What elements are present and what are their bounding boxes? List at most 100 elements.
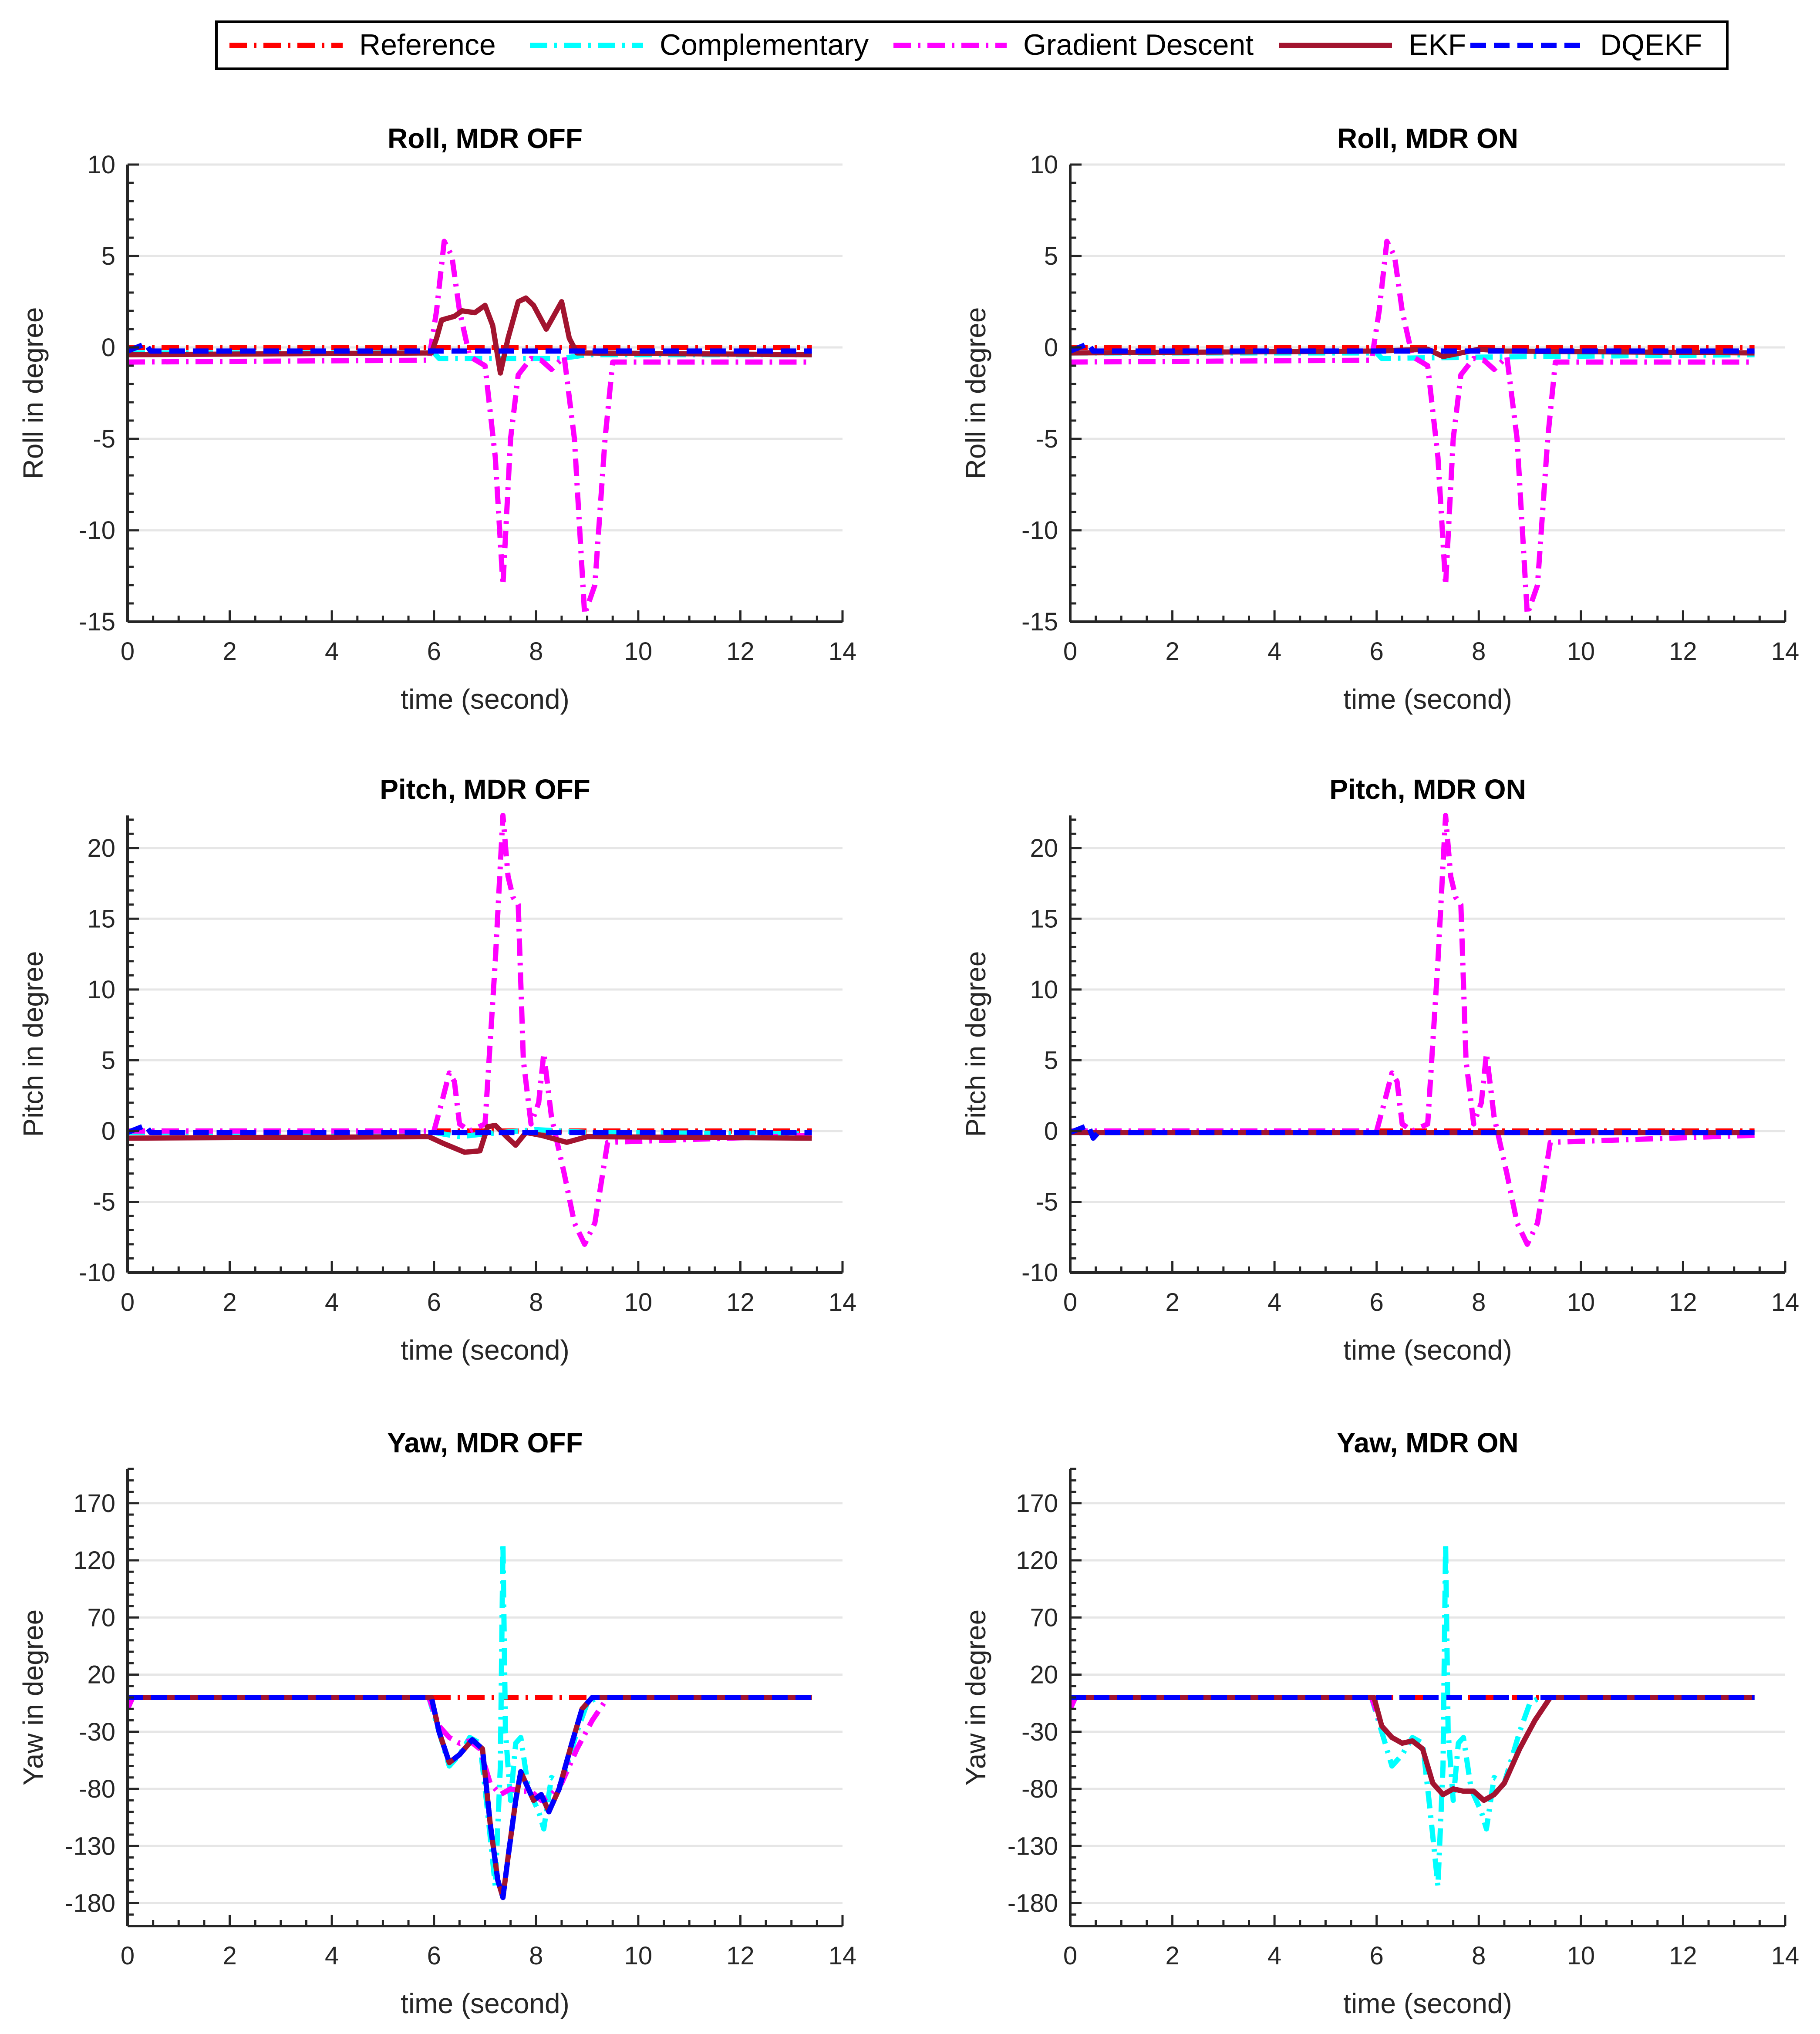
- series-line-gradient: [1070, 239, 1755, 617]
- x-tick-label: 8: [529, 1942, 543, 1970]
- y-tick-label: 0: [1044, 1117, 1058, 1145]
- x-tick-label: 10: [1567, 637, 1595, 666]
- y-axis-label: Yaw in degree: [17, 1610, 49, 1785]
- y-tick-label: -5: [1035, 425, 1058, 453]
- x-tick-label: 10: [624, 1288, 653, 1317]
- y-tick-label: -180: [1008, 1889, 1058, 1918]
- x-axis-label: time (second): [1343, 1988, 1512, 2019]
- x-tick-label: 0: [1063, 1942, 1077, 1970]
- x-tick-label: 8: [529, 637, 543, 666]
- y-tick-label: -5: [93, 1188, 115, 1216]
- x-tick-label: 2: [1165, 1288, 1179, 1317]
- x-tick-label: 8: [1472, 637, 1486, 666]
- y-axis-label: Pitch in degree: [17, 951, 49, 1137]
- y-tick-label: 10: [87, 151, 115, 179]
- panel-title: Pitch, MDR OFF: [380, 774, 590, 805]
- x-tick-label: 2: [1165, 637, 1179, 666]
- y-tick-label: 5: [1044, 1046, 1058, 1074]
- y-tick-label: 10: [1030, 151, 1058, 179]
- y-tick-label: 15: [1030, 905, 1058, 933]
- x-tick-label: 14: [829, 1288, 857, 1317]
- x-tick-label: 12: [726, 1942, 755, 1970]
- panel-5: 0 2 4 6 8 10 12 14 -180 -130 -80 -30 20 70 120 170 Yaw, …: [960, 1427, 1799, 2019]
- series-line-gradient: [128, 813, 812, 1247]
- panel-1: 0 2 4 6 8 10 12 14 -15 -10 -5 0 5 10 Roll, MDR ON time …: [960, 123, 1799, 715]
- panels: 0 2 4 6 8 10 12 14 -15 -10 -5 0 5 10 Roll, MDR OFF time…: [17, 123, 1799, 2019]
- series-line-complementary: [128, 1540, 812, 1889]
- x-tick-label: 2: [222, 1942, 236, 1970]
- series-line-complementary: [1070, 1540, 1755, 1889]
- y-tick-label: 20: [87, 834, 115, 862]
- y-tick-label: -10: [1021, 1259, 1058, 1287]
- y-tick-label: 0: [101, 333, 115, 362]
- x-tick-label: 14: [829, 637, 857, 666]
- x-tick-label: 6: [1370, 1288, 1384, 1317]
- y-tick-label: -10: [79, 516, 115, 545]
- y-tick-label: 15: [87, 905, 115, 933]
- y-axis-label: Pitch in degree: [960, 951, 991, 1137]
- legend: Reference Complementary Gradient Descent EK…: [215, 20, 1729, 70]
- series-line-gradient: [128, 1695, 812, 1803]
- x-axis-label: time (second): [401, 684, 570, 715]
- x-tick-label: 0: [121, 1288, 135, 1317]
- x-tick-label: 0: [121, 1942, 135, 1970]
- x-tick-label: 10: [624, 1942, 653, 1970]
- x-tick-label: 4: [325, 637, 339, 666]
- y-tick-label: -80: [1021, 1775, 1058, 1803]
- x-axis-label: time (second): [1343, 684, 1512, 715]
- legend-label-dqekf: DQEKF: [1600, 28, 1702, 61]
- panel-4: 0 2 4 6 8 10 12 14 -180 -130 -80 -30 20 70 120 170 Yaw, …: [17, 1427, 856, 2019]
- y-tick-label: 0: [1044, 333, 1058, 362]
- panel-title: Yaw, MDR OFF: [387, 1427, 583, 1458]
- x-tick-label: 12: [726, 637, 755, 666]
- y-tick-label: -5: [1035, 1188, 1058, 1216]
- x-tick-label: 6: [427, 1288, 441, 1317]
- x-tick-label: 6: [1370, 1942, 1384, 1970]
- y-tick-label: 170: [73, 1489, 115, 1518]
- x-tick-label: 10: [1567, 1288, 1595, 1317]
- x-tick-label: 4: [1267, 637, 1281, 666]
- x-tick-label: 4: [1267, 1288, 1281, 1317]
- x-tick-label: 2: [1165, 1942, 1179, 1970]
- y-tick-label: -10: [1021, 516, 1058, 545]
- y-tick-label: 20: [1030, 834, 1058, 862]
- y-tick-label: -10: [79, 1259, 115, 1287]
- y-tick-label: -130: [65, 1832, 115, 1860]
- x-tick-label: 6: [1370, 637, 1384, 666]
- y-axis-label: Roll in degree: [960, 307, 991, 479]
- y-tick-label: 120: [73, 1546, 115, 1575]
- legend-label-complementary: Complementary: [660, 28, 869, 61]
- panel-3: 0 2 4 6 8 10 12 14 -10 -5 0 5 10 15 20 Pitch, MDR ON tim…: [960, 774, 1799, 1366]
- y-tick-label: -15: [79, 608, 115, 636]
- y-tick-label: 20: [1030, 1661, 1058, 1689]
- y-tick-label: 170: [1016, 1489, 1058, 1518]
- series-line-gradient: [1070, 1695, 1755, 1803]
- series-line-dqekf: [1070, 1122, 1755, 1141]
- legend-label-gradient: Gradient Descent: [1023, 28, 1254, 61]
- y-tick-label: 70: [87, 1603, 115, 1632]
- series-line-dqekf: [128, 1122, 812, 1135]
- y-tick-label: 10: [87, 976, 115, 1004]
- y-tick-label: 5: [1044, 242, 1058, 270]
- x-tick-label: 0: [1063, 1288, 1077, 1317]
- x-tick-label: 14: [1771, 1288, 1800, 1317]
- x-tick-label: 8: [1472, 1942, 1486, 1970]
- x-tick-label: 4: [1267, 1942, 1281, 1970]
- x-tick-label: 14: [1771, 637, 1800, 666]
- x-tick-label: 4: [325, 1288, 339, 1317]
- series-line-ekf: [128, 1695, 812, 1900]
- x-tick-label: 12: [1669, 1288, 1697, 1317]
- x-tick-label: 10: [1567, 1942, 1595, 1970]
- y-tick-label: -130: [1008, 1832, 1058, 1860]
- y-tick-label: -15: [1021, 608, 1058, 636]
- x-tick-label: 14: [829, 1942, 857, 1970]
- panel-2: 0 2 4 6 8 10 12 14 -10 -5 0 5 10 15 20 Pitch, MDR OFF ti…: [17, 774, 856, 1366]
- x-tick-label: 14: [1771, 1942, 1800, 1970]
- x-tick-label: 2: [222, 1288, 236, 1317]
- x-tick-label: 6: [427, 637, 441, 666]
- panel-title: Roll, MDR OFF: [388, 123, 583, 154]
- y-tick-label: -30: [79, 1718, 115, 1746]
- y-tick-label: 20: [87, 1661, 115, 1689]
- panel-title: Pitch, MDR ON: [1329, 774, 1526, 805]
